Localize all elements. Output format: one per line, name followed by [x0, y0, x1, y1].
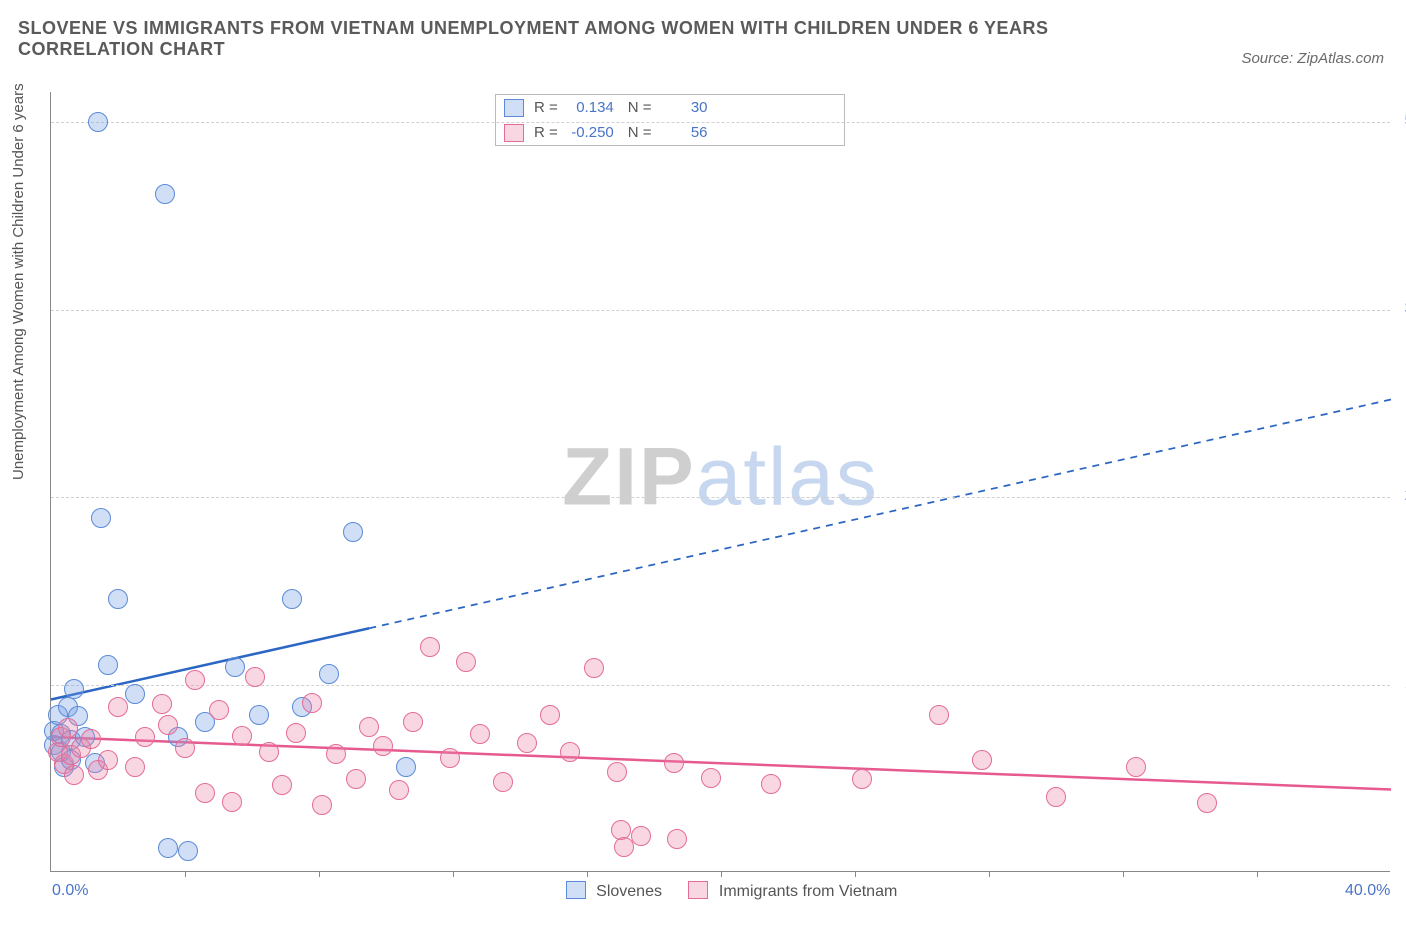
point-vietnam	[175, 738, 195, 758]
chart-title: SLOVENE VS IMMIGRANTS FROM VIETNAM UNEMP…	[18, 18, 1118, 60]
point-vietnam	[1046, 787, 1066, 807]
point-vietnam	[852, 769, 872, 789]
point-slovenes	[88, 112, 108, 132]
gridline	[51, 497, 1390, 498]
x-tick	[855, 871, 856, 877]
n-value-slovenes: 30	[658, 99, 708, 116]
point-vietnam	[440, 748, 460, 768]
trendline-dashed	[369, 400, 1391, 629]
point-vietnam	[540, 705, 560, 725]
x-tick	[721, 871, 722, 877]
point-vietnam	[98, 750, 118, 770]
point-vietnam	[972, 750, 992, 770]
point-vietnam	[286, 723, 306, 743]
point-slovenes	[155, 184, 175, 204]
swatch-vietnam	[504, 124, 524, 142]
point-vietnam	[232, 726, 252, 746]
x-tick	[319, 871, 320, 877]
point-vietnam	[58, 718, 78, 738]
x-tick	[587, 871, 588, 877]
point-vietnam	[326, 744, 346, 764]
point-vietnam	[209, 700, 229, 720]
legend-swatch-vietnam	[688, 881, 708, 899]
point-slovenes	[249, 705, 269, 725]
point-vietnam	[761, 774, 781, 794]
point-slovenes	[125, 684, 145, 704]
legend-label-vietnam: Immigrants from Vietnam	[719, 883, 897, 900]
point-vietnam	[373, 736, 393, 756]
point-vietnam	[222, 792, 242, 812]
gridline	[51, 122, 1390, 123]
x-tick	[453, 871, 454, 877]
point-vietnam	[701, 768, 721, 788]
point-slovenes	[225, 657, 245, 677]
point-vietnam	[607, 762, 627, 782]
point-vietnam	[81, 729, 101, 749]
point-vietnam	[272, 775, 292, 795]
chart-source: Source: ZipAtlas.com	[1241, 50, 1384, 67]
point-vietnam	[929, 705, 949, 725]
trend-lines-layer	[51, 92, 1390, 871]
trendline-solid	[51, 737, 1391, 790]
n-prefix: N =	[628, 99, 652, 116]
point-vietnam	[259, 742, 279, 762]
y-axis-label: Unemployment Among Women with Children U…	[10, 83, 27, 480]
correlation-box: R = 0.134 N = 30 R = -0.250 N = 56	[495, 94, 845, 146]
point-vietnam	[631, 826, 651, 846]
point-slovenes	[396, 757, 416, 777]
point-vietnam	[302, 693, 322, 713]
x-tick	[1123, 871, 1124, 877]
point-vietnam	[420, 637, 440, 657]
point-slovenes	[343, 522, 363, 542]
legend-swatch-slovenes	[566, 881, 586, 899]
point-vietnam	[359, 717, 379, 737]
legend-label-slovenes: Slovenes	[596, 883, 662, 900]
point-slovenes	[98, 655, 118, 675]
point-vietnam	[152, 694, 172, 714]
point-vietnam	[1197, 793, 1217, 813]
point-vietnam	[346, 769, 366, 789]
chart-container: SLOVENE VS IMMIGRANTS FROM VIETNAM UNEMP…	[0, 0, 1406, 930]
correlation-row-vietnam: R = -0.250 N = 56	[496, 120, 844, 145]
x-axis-end-label: 40.0%	[1345, 882, 1390, 900]
point-vietnam	[664, 753, 684, 773]
correlation-row-slovenes: R = 0.134 N = 30	[496, 95, 844, 120]
x-tick	[1257, 871, 1258, 877]
point-vietnam	[135, 727, 155, 747]
swatch-slovenes	[504, 99, 524, 117]
legend: Slovenes Immigrants from Vietnam	[51, 881, 1390, 901]
point-vietnam	[470, 724, 490, 744]
x-axis-origin-label: 0.0%	[52, 882, 88, 900]
n-prefix: N =	[628, 124, 652, 141]
point-vietnam	[195, 783, 215, 803]
x-tick	[989, 871, 990, 877]
point-vietnam	[312, 795, 332, 815]
point-vietnam	[64, 765, 84, 785]
n-value-vietnam: 56	[658, 124, 708, 141]
r-value-slovenes: 0.134	[564, 99, 614, 116]
r-prefix: R =	[534, 124, 558, 141]
point-slovenes	[108, 589, 128, 609]
point-vietnam	[108, 697, 128, 717]
point-vietnam	[389, 780, 409, 800]
r-prefix: R =	[534, 99, 558, 116]
point-vietnam	[517, 733, 537, 753]
point-vietnam	[185, 670, 205, 690]
x-tick	[185, 871, 186, 877]
point-vietnam	[403, 712, 423, 732]
point-slovenes	[319, 664, 339, 684]
r-value-vietnam: -0.250	[564, 124, 614, 141]
point-vietnam	[125, 757, 145, 777]
gridline	[51, 310, 1390, 311]
plot-area: ZIPatlas R = 0.134 N = 30 R = -0.250 N =…	[50, 92, 1390, 872]
point-vietnam	[584, 658, 604, 678]
